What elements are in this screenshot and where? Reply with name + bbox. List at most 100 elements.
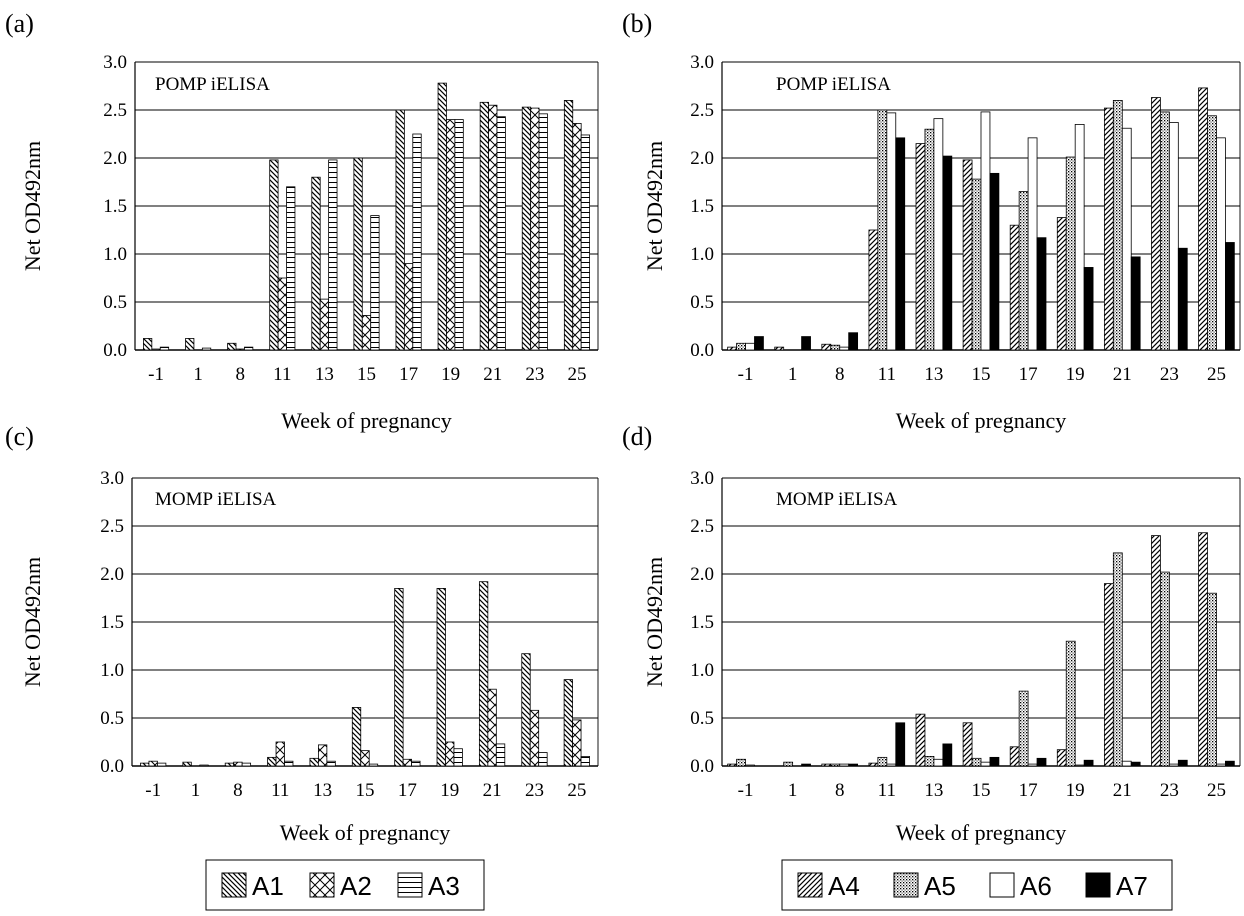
x-tick-label: 15 bbox=[356, 780, 375, 801]
bar-a7-week-19 bbox=[1083, 759, 1094, 767]
x-tick-label: 13 bbox=[315, 364, 334, 385]
x-tick-label: 17 bbox=[1019, 780, 1038, 801]
legend-box bbox=[205, 859, 485, 911]
bar-a6-week-17 bbox=[1027, 137, 1038, 351]
bar-a4-week-21 bbox=[1103, 107, 1114, 351]
bar-a1-week-25 bbox=[563, 679, 573, 767]
x-tick-label: 21 bbox=[483, 364, 502, 385]
bar-a2-week-19 bbox=[445, 741, 455, 767]
bar-a1-week-19 bbox=[436, 588, 446, 767]
panel-label: (a) bbox=[5, 9, 34, 38]
bar-a6-week-17 bbox=[1027, 763, 1038, 767]
bar-a3-week-8 bbox=[244, 346, 254, 351]
bar-a7-week-15 bbox=[989, 756, 1000, 767]
bar-a4-week-8 bbox=[821, 343, 832, 351]
chart-title: POMP iELISA bbox=[776, 74, 891, 95]
x-tick-label: 23 bbox=[1160, 364, 1179, 385]
bar-a3-week-8 bbox=[241, 762, 252, 767]
bar-a5-week-15 bbox=[971, 757, 982, 767]
y-axis-title: Net OD492nm bbox=[20, 557, 45, 687]
x-tick-label: 15 bbox=[972, 364, 991, 385]
bar-a7-week-21 bbox=[1130, 761, 1141, 767]
y-tick-label: 0.0 bbox=[100, 756, 124, 777]
bar-a1-week-25 bbox=[563, 100, 574, 351]
bar-a5-week-11 bbox=[877, 756, 888, 767]
bar-a5-week-8 bbox=[830, 344, 841, 351]
bar-a5-week-17 bbox=[1018, 191, 1029, 351]
x-tick-label: 21 bbox=[1113, 364, 1132, 385]
bar-a7-week-1 bbox=[801, 763, 811, 767]
x-tick-label: -1 bbox=[145, 780, 161, 801]
bar-a3-week-1 bbox=[201, 347, 212, 351]
chart-title: POMP iELISA bbox=[155, 74, 270, 95]
bar-a2-week--1 bbox=[148, 760, 158, 767]
bar-a2-week-23 bbox=[530, 107, 540, 351]
bar-a1-week-13 bbox=[311, 176, 321, 351]
panel-label: (d) bbox=[622, 422, 652, 451]
bar-a1-week-11 bbox=[267, 756, 277, 767]
bar-a2-week--1 bbox=[151, 348, 161, 351]
bar-a2-week-25 bbox=[572, 123, 582, 351]
x-tick-label: -1 bbox=[148, 364, 164, 385]
bar-a4-week-8 bbox=[821, 763, 832, 767]
x-tick-label: 25 bbox=[1207, 364, 1226, 385]
y-axis-title: Net OD492nm bbox=[20, 141, 45, 271]
y-tick-label: 0.0 bbox=[690, 340, 714, 361]
y-tick-label: 2.5 bbox=[690, 100, 714, 121]
panel-c: 0.0 0.5 1.0 1.5 2.0 2.5 3.0 -1 1 8 11 13 15 17 19 21 23 2… bbox=[5, 422, 599, 845]
bar-a2-week-21 bbox=[488, 104, 498, 351]
x-tick-label: 25 bbox=[567, 364, 586, 385]
x-tick-label: 19 bbox=[441, 364, 460, 385]
bar-a5-week-19 bbox=[1065, 640, 1076, 767]
bar-a6-week-19 bbox=[1074, 124, 1085, 351]
bar-a6-week-11 bbox=[886, 112, 897, 351]
bar-a6-week-25 bbox=[1216, 137, 1226, 351]
x-tick-label: 25 bbox=[1207, 780, 1226, 801]
legend-label-a7: A7 bbox=[1116, 871, 1148, 901]
bar-a6-week-8 bbox=[839, 346, 850, 351]
bar-a2-week-25 bbox=[572, 719, 582, 767]
bar-a1-week--1 bbox=[140, 762, 150, 767]
x-tick-label: 1 bbox=[788, 364, 798, 385]
bar-a1-week-23 bbox=[521, 653, 531, 767]
bar-a3-week-23 bbox=[538, 752, 548, 767]
bar-a3-week-1 bbox=[199, 764, 209, 767]
legend-swatch-a7 bbox=[1085, 872, 1111, 898]
x-tick-label: 13 bbox=[313, 780, 332, 801]
legend-swatch-a5 bbox=[893, 872, 919, 898]
bar-a7-week-23 bbox=[1177, 247, 1188, 351]
y-tick-label: 3.0 bbox=[690, 468, 714, 489]
bar-a7-week-17 bbox=[1036, 757, 1047, 767]
bar-a5-week-13 bbox=[924, 756, 935, 767]
legend-label-a3: A3 bbox=[428, 871, 460, 901]
bar-a1-week-15 bbox=[353, 157, 363, 351]
bar-a7-week-17 bbox=[1036, 237, 1047, 351]
bar-a7-week-11 bbox=[895, 722, 906, 767]
panel-label: (b) bbox=[622, 9, 652, 38]
bar-a2-week-8 bbox=[233, 761, 243, 767]
bar-a1-week-1 bbox=[182, 761, 192, 767]
x-axis-title: Week of pregnancy bbox=[281, 408, 451, 433]
bar-a4-week-21 bbox=[1103, 583, 1114, 767]
x-tick-label: 1 bbox=[788, 780, 798, 801]
bar-a5-week-13 bbox=[924, 128, 935, 351]
bar-a4-week-23 bbox=[1151, 97, 1161, 351]
bar-a1-week-23 bbox=[521, 106, 532, 351]
bar-a4-week--1 bbox=[727, 346, 738, 351]
chart-title: MOMP iELISA bbox=[155, 489, 277, 510]
bar-a4-week-15 bbox=[962, 159, 973, 351]
bar-a1-week-13 bbox=[309, 757, 319, 767]
legend-swatch-a6 bbox=[989, 872, 1015, 898]
legend-swatch-a2 bbox=[309, 872, 335, 898]
x-tick-label: 8 bbox=[235, 364, 245, 385]
legend-label-a4: A4 bbox=[828, 871, 860, 901]
bar-a6-week-11 bbox=[886, 763, 897, 767]
bar-a7-week-25 bbox=[1225, 760, 1235, 767]
x-tick-label: -1 bbox=[738, 780, 754, 801]
bar-a4-week-11 bbox=[868, 762, 879, 767]
x-tick-label: 23 bbox=[1160, 780, 1179, 801]
x-tick-label: 1 bbox=[191, 780, 201, 801]
bar-a3-week-13 bbox=[328, 159, 338, 351]
y-axis-title: Net OD492nm bbox=[642, 141, 667, 271]
legend-label-a2: A2 bbox=[340, 871, 372, 901]
